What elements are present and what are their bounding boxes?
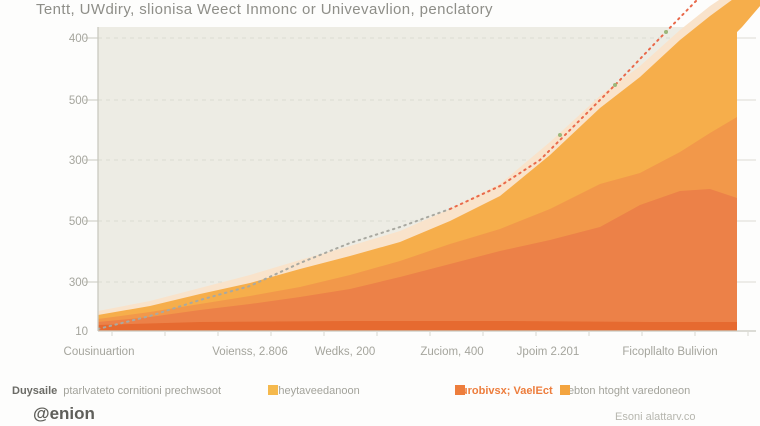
y-axis-label: 300 [69, 277, 88, 289]
amber-swatch-icon [268, 385, 278, 395]
legend-item-trend[interactable]: Duysaile ptarlvateto cornitioni prechwso… [12, 385, 221, 397]
legend-item-trend-bold: Duysaile [12, 385, 58, 397]
x-axis-label: Wedks, 200 [315, 346, 376, 358]
y-axis [84, 27, 99, 331]
gridlines [98, 37, 737, 283]
legend-item-medium-label: Rebton htoght varedoneon [560, 385, 691, 397]
x-axis-label: Jpoim 2.201 [517, 346, 580, 358]
chart-title: Tentt, UWdiry, slionisa Weect Inmonc or … [36, 1, 493, 18]
legend-item-orange-label: Turobivsx; VaelEct [455, 385, 553, 397]
x-axis-label: Cousinuartion [64, 346, 135, 358]
legend-item-amber[interactable]: Wheytaveedanoon [268, 385, 360, 397]
area-band-base-strip [98, 321, 760, 331]
y-axis-label: 10 [75, 326, 88, 338]
orange-swatch-icon [455, 385, 465, 395]
legend-item-amber-label: Wheytaveedanoon [268, 385, 360, 397]
legend-item-orange[interactable]: Turobivsx; VaelEct [455, 385, 553, 397]
y-axis-labels: 400 500 300 500 300 10 [69, 33, 88, 338]
trend-line-gray [98, 208, 451, 330]
y-axis-label: 500 [69, 216, 88, 228]
trend-line-red [449, 0, 713, 210]
y-axis-label: 500 [69, 95, 88, 107]
medium-swatch-icon [560, 385, 570, 395]
legend: Duysaile ptarlvateto cornitioni prechwso… [0, 385, 760, 401]
y-axis-label: 400 [69, 33, 88, 45]
x-axis-label: Zuciom, 400 [420, 346, 483, 358]
right-ticks [737, 37, 756, 283]
brand-logo[interactable]: @enion [33, 404, 95, 423]
y-axis-label: 300 [69, 155, 88, 167]
legend-item-medium[interactable]: Rebton htoght varedoneon [560, 385, 690, 397]
x-axis-label: Voienss, 2.806 [212, 346, 287, 358]
legend-item-trend-label: ptarlvateto cornitioni prechwsoot [63, 385, 221, 397]
trend-line-markers [558, 30, 668, 137]
area-band-dark-orange [98, 189, 760, 331]
x-axis-label: Ficopllalto Bulivion [622, 346, 717, 358]
x-axis-labels: Cousinuartion Voienss, 2.806 Wedks, 200 … [64, 346, 718, 358]
credit-text: Esoni alattarv.co [615, 411, 696, 423]
x-axis [98, 330, 756, 336]
